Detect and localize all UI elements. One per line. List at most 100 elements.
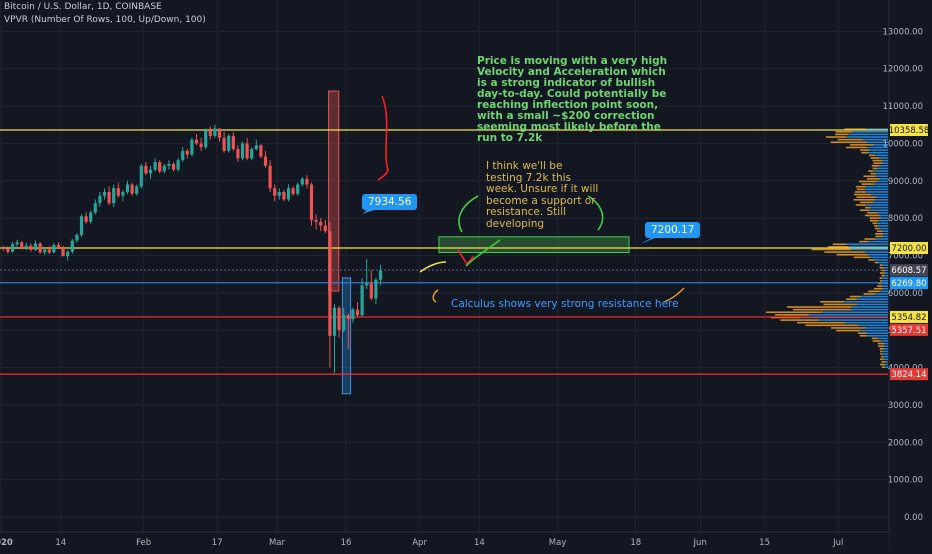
volume-bar-down-56 [878,219,888,222]
volume-bar-down-16 [858,324,888,327]
candle-body-10 [47,249,51,253]
volume-bar-up-20 [775,314,809,316]
volume-bar-up-53 [874,227,880,230]
candle-body-17 [79,216,84,235]
candle-body-80 [369,283,373,299]
candle-body-18 [84,216,88,222]
callout-target: 7200.17 [645,222,701,238]
volume-bar-down-14 [859,329,888,332]
price-tick-6: 6000.00 [888,289,923,299]
volume-bar-up-39 [879,264,883,266]
price-label-7: 3824.14 [891,370,926,380]
volume-bar-down-80 [879,157,888,159]
volume-bar-up-64 [853,198,876,201]
candle-body-16 [75,234,79,241]
candle-body-62 [286,188,291,200]
volume-bar-down-86 [866,141,888,144]
volume-bar-down-4 [883,355,888,358]
volume-bar-up-66 [853,193,872,196]
volume-bar-down-60 [869,209,888,212]
candle-body-49 [227,135,231,151]
volume-bar-up-3 [880,358,885,361]
volume-bar-up-80 [870,157,880,159]
volume-bar-up-59 [867,212,878,214]
volume-bar-down-57 [881,217,888,219]
volume-bar-up-91 [844,128,866,130]
volume-bar-up-69 [855,185,867,188]
volume-bar-down-88 [846,136,888,138]
volume-bar-down-61 [870,206,888,209]
volume-bar-up-15 [830,327,866,329]
candle-body-19 [89,212,93,222]
volume-bar-down-59 [877,212,888,214]
callout-high: 7934.56 [362,194,418,210]
volume-bar-down-35 [884,274,888,277]
volume-bar-down-42 [869,256,888,259]
volume-bar-down-84 [866,146,888,149]
volume-bar-up-63 [860,201,874,204]
price-label-bg-1 [890,242,928,255]
time-tick-1: 14 [55,538,66,548]
volume-bar-down-30 [882,287,888,290]
volume-bar-up-0 [881,366,885,368]
candle-body-50 [231,135,235,150]
volume-bar-down-52 [882,230,888,232]
volume-bar-up-28 [863,293,875,295]
price-label-bg-4 [890,276,928,289]
volume-bar-down-10 [880,340,888,342]
red-arrow-drawing [377,95,389,181]
price-label-5: 5354.82 [891,313,926,323]
volume-profile [766,128,888,368]
volume-bar-down-85 [873,144,888,146]
volume-bar-down-32 [881,282,888,285]
volume-bar-down-91 [865,128,888,130]
candle-body-1 [6,248,10,252]
candle-body-67 [309,184,314,220]
candle-body-5 [24,245,28,249]
time-tick-7: 14 [474,538,485,548]
volume-bar-down-31 [882,285,888,287]
candle-body-23 [107,191,111,204]
volume-bar-down-9 [884,342,888,345]
green-bracket-left [458,195,479,233]
volume-bar-down-87 [862,138,888,141]
price-tick-0: 0.00 [904,513,923,523]
volume-bar-down-49 [875,238,888,240]
volume-bar-up-9 [877,342,885,345]
price-label-bg-2 [890,264,928,277]
candle-body-8 [38,243,42,253]
volume-bar-up-73 [863,175,876,178]
volume-bar-up-32 [878,282,882,285]
volume-bar-up-79 [872,159,883,162]
time-axis-bg [0,532,889,550]
volume-bar-up-61 [864,206,871,209]
volume-bar-up-26 [846,298,857,300]
volume-bar-up-84 [845,146,867,149]
candle-body-6 [29,245,33,250]
volume-bar-up-55 [872,222,878,225]
price-tick-1: 1000.00 [888,476,923,486]
candle-body-34 [158,162,162,172]
price-tick-9: 9000.00 [888,177,923,187]
candle-body-33 [153,162,157,170]
volume-bar-down-23 [851,306,888,308]
volume-bar-up-16 [805,324,859,327]
volume-bar-down-90 [852,130,888,133]
volume-bar-up-62 [855,204,866,206]
volume-bar-down-13 [866,332,888,334]
volume-bar-up-48 [859,240,869,243]
candle-body-73 [337,307,341,331]
volume-bar-up-65 [856,196,877,198]
candle-body-70 [323,225,327,232]
volume-bar-down-67 [866,191,888,193]
time-tick-0: 2020 [0,538,13,548]
candle-body-0 [1,248,5,250]
time-tick-12: Jul [832,538,843,548]
volume-bar-up-23 [786,306,852,308]
price-tick-7: 7000.00 [888,251,923,261]
candle-body-59 [273,188,277,196]
volume-bar-down-18 [818,319,888,321]
candle-body-42 [194,139,199,144]
